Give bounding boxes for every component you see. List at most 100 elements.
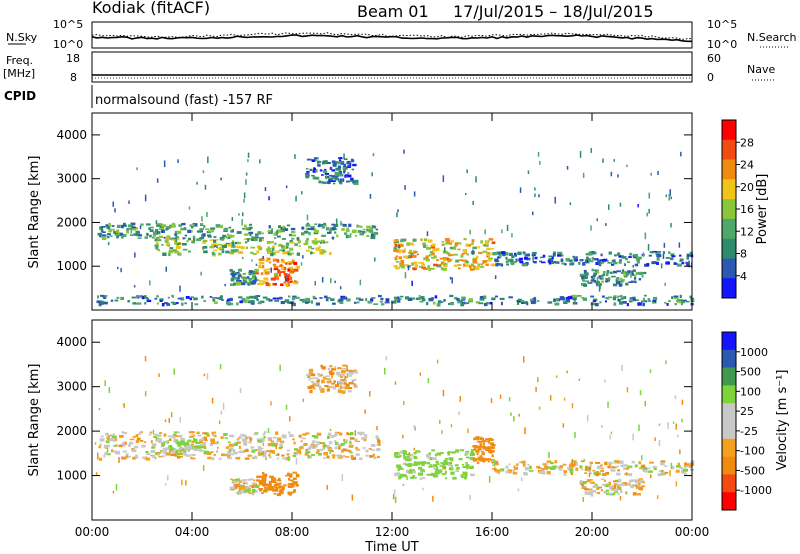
rti-cell — [596, 465, 602, 470]
rti-cell — [244, 278, 248, 281]
rti-cell — [496, 251, 499, 254]
rti-cell — [204, 184, 207, 190]
rti-cell — [256, 299, 259, 301]
rti-cell — [359, 432, 365, 435]
rti-cell — [230, 443, 234, 447]
rti-cell — [243, 300, 248, 304]
rti-cell — [555, 375, 558, 378]
rti-cell — [108, 222, 111, 227]
rti-cell — [449, 294, 454, 298]
rti-cell — [361, 437, 365, 440]
rti-cell — [144, 302, 147, 305]
rti-cell — [179, 285, 181, 292]
rti-cell — [238, 213, 240, 216]
rti-cell — [199, 440, 204, 444]
rti-cell — [480, 450, 484, 453]
rti-cell — [586, 466, 589, 470]
rti-cell — [190, 443, 194, 446]
rti-cell — [238, 445, 241, 449]
rti-cell — [328, 449, 331, 452]
rti-cell — [293, 282, 299, 285]
power-data-layer — [96, 148, 695, 307]
rti-cell — [330, 278, 332, 284]
rti-cell — [351, 494, 354, 501]
colorbar-tick-label: 12 — [740, 225, 754, 238]
rti-cell — [610, 464, 612, 470]
rti-cell — [338, 157, 343, 160]
rti-cell — [305, 224, 311, 227]
rti-cell — [336, 234, 339, 238]
rti-cell — [251, 236, 256, 240]
rti-cell — [242, 486, 246, 490]
rti-cell — [192, 223, 198, 227]
rti-cell — [473, 265, 477, 269]
rti-cell — [538, 469, 542, 473]
rti-cell — [163, 302, 169, 305]
rti-cell — [293, 261, 298, 265]
rti-cell — [135, 434, 139, 438]
rti-cell — [558, 468, 563, 471]
rti-cell — [630, 479, 634, 482]
rti-cell — [502, 253, 506, 257]
rti-cell — [258, 238, 262, 242]
rti-cell — [122, 450, 128, 453]
rti-cell — [521, 460, 526, 464]
colorbar-swatch — [722, 332, 736, 351]
rti-cell — [210, 227, 216, 230]
rti-cell — [174, 233, 178, 236]
rti-cell — [614, 254, 617, 257]
rti-cell — [120, 435, 124, 438]
rti-cell — [175, 431, 180, 434]
rti-cell — [679, 254, 682, 257]
rti-cell — [396, 464, 401, 468]
x-tick-label: 12:00 — [375, 525, 410, 539]
rti-cell — [235, 491, 241, 494]
rti-cell — [249, 279, 251, 285]
rti-cell — [115, 451, 121, 455]
rti-cell — [234, 484, 240, 488]
rti-cell — [608, 296, 613, 299]
rti-cell — [588, 471, 591, 474]
rti-cell — [262, 473, 268, 478]
rti-cell — [113, 450, 117, 453]
rti-cell — [625, 258, 628, 261]
rti-cell — [663, 471, 665, 475]
rti-cell — [305, 175, 310, 179]
rti-cell — [274, 283, 277, 286]
rti-cell — [281, 267, 286, 271]
rti-cell — [461, 296, 466, 300]
rti-cell — [380, 297, 384, 301]
rti-cell — [685, 300, 690, 303]
rti-cell — [432, 495, 434, 502]
rti-cell — [161, 442, 166, 446]
rti-cell — [104, 451, 107, 455]
rti-cell — [567, 468, 571, 471]
rti-cell — [258, 282, 264, 286]
rti-cell — [470, 268, 475, 271]
rti-cell — [278, 225, 281, 229]
rti-cell — [596, 491, 601, 495]
rti-cell — [222, 402, 225, 410]
rti-cell — [243, 442, 248, 446]
rti-cell — [638, 481, 641, 485]
rti-cell — [620, 489, 623, 493]
rti-cell — [448, 461, 452, 465]
colorbar-tick-label: 20 — [740, 181, 754, 194]
rti-cell — [326, 389, 330, 392]
rti-cell — [414, 477, 417, 479]
rti-cell — [178, 225, 182, 227]
rti-cell — [112, 490, 115, 494]
rti-cell — [674, 395, 677, 400]
rti-cell — [605, 273, 609, 277]
rti-cell — [328, 252, 332, 256]
rti-cell — [562, 423, 565, 428]
rti-cell — [267, 268, 271, 271]
rti-cell — [418, 472, 423, 476]
rti-cell — [523, 301, 528, 304]
rti-cell — [355, 448, 359, 451]
rti-cell — [536, 465, 540, 469]
rti-cell — [353, 179, 359, 183]
rti-cell — [453, 246, 457, 250]
rti-cell — [103, 454, 106, 458]
rti-cell — [552, 465, 557, 470]
